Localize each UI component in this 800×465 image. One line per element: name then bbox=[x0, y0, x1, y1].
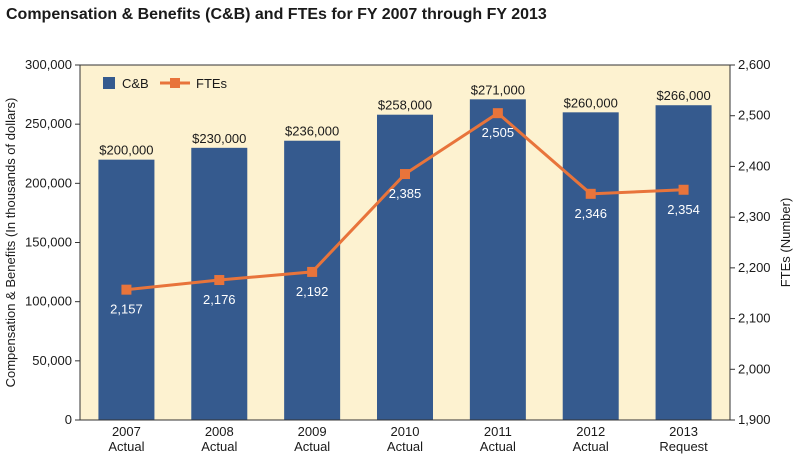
y2-tick-label: 2,300 bbox=[738, 209, 771, 224]
x-tick-label-year: 2007 bbox=[112, 424, 141, 439]
y2-axis-title: FTEs (Number) bbox=[778, 198, 793, 288]
x-tick-label-type: Request bbox=[659, 439, 708, 454]
bar-cb-2011 bbox=[469, 99, 526, 421]
bar-value-label: $230,000 bbox=[192, 131, 246, 146]
chart-title: Compensation & Benefits (C&B) and FTEs f… bbox=[6, 6, 547, 23]
y-tick-label: 100,000 bbox=[25, 294, 72, 309]
y2-tick-label: 1,900 bbox=[738, 412, 771, 427]
axes-group: 0 50,000 100,000 150,000 200,000 250,000 300,0… bbox=[3, 57, 793, 454]
fte-value-label: 2,157 bbox=[110, 302, 143, 317]
x-tick-label-type: Actual bbox=[480, 439, 516, 454]
bar-cb-2009 bbox=[284, 140, 341, 420]
fte-marker-2008 bbox=[214, 275, 225, 286]
y2-tick-label: 2,400 bbox=[738, 158, 771, 173]
y-tick-label: 200,000 bbox=[25, 175, 72, 190]
legend-cb-label: C&B bbox=[122, 76, 149, 91]
fte-marker-2013 bbox=[678, 184, 689, 195]
fte-value-label: 2,192 bbox=[296, 284, 329, 299]
y-axis-title: Compensation & Benefits (In thousands of… bbox=[3, 98, 18, 388]
y2-tick-label: 2,000 bbox=[738, 361, 771, 376]
bar-labels-group: $200,000 $230,000 $236,000 $258,000 $271,000… bbox=[99, 82, 710, 157]
fte-value-label: 2,505 bbox=[482, 125, 515, 140]
fte-marker-2011 bbox=[492, 108, 503, 119]
fte-marker-2007 bbox=[121, 284, 132, 295]
y-tick-label: 150,000 bbox=[25, 235, 72, 250]
y2-tick-label: 2,100 bbox=[738, 311, 771, 326]
x-tick-label-type: Actual bbox=[387, 439, 423, 454]
bar-value-label: $200,000 bbox=[99, 143, 153, 158]
x-tick-label-year: 2013 bbox=[669, 424, 698, 439]
y-tick-label: 0 bbox=[65, 412, 72, 427]
bar-value-label: $260,000 bbox=[564, 95, 618, 110]
y-tick-label: 300,000 bbox=[25, 57, 72, 72]
x-tick-label-year: 2010 bbox=[391, 424, 420, 439]
fte-value-label: 2,346 bbox=[574, 206, 607, 221]
x-tick-label-year: 2009 bbox=[298, 424, 327, 439]
fte-value-label: 2,354 bbox=[667, 202, 700, 217]
bar-value-label: $258,000 bbox=[378, 98, 432, 113]
x-tick-label-year: 2011 bbox=[484, 424, 512, 439]
bar-value-label: $236,000 bbox=[285, 124, 339, 139]
legend-fte-marker bbox=[170, 78, 180, 88]
x-tick-label-type: Actual bbox=[201, 439, 237, 454]
fte-value-label: 2,385 bbox=[389, 186, 422, 201]
x-tick-label-year: 2012 bbox=[576, 424, 605, 439]
fte-marker-2012 bbox=[585, 188, 596, 199]
y-tick-label: 50,000 bbox=[32, 353, 72, 368]
x-tick-label-type: Actual bbox=[108, 439, 144, 454]
fte-value-label: 2,176 bbox=[203, 292, 236, 307]
y-tick-label: 250,000 bbox=[25, 116, 72, 131]
fte-line-group: 2,157 2,176 2,192 2,385 2,505 2,346 2,354 bbox=[110, 108, 700, 317]
x-tick-label-type: Actual bbox=[294, 439, 330, 454]
fte-marker-2009 bbox=[307, 266, 318, 277]
y2-tick-label: 2,600 bbox=[738, 57, 771, 72]
bars-group bbox=[98, 99, 712, 421]
bar-value-label: $271,000 bbox=[471, 82, 525, 97]
bar-cb-2012 bbox=[562, 112, 619, 420]
y2-tick-label: 2,500 bbox=[738, 108, 771, 123]
fte-marker-2010 bbox=[400, 169, 410, 180]
bar-cb-2013 bbox=[655, 105, 712, 420]
x-tick-label-type: Actual bbox=[573, 439, 609, 454]
legend-fte-label: FTEs bbox=[196, 76, 228, 91]
x-tick-label-year: 2008 bbox=[205, 424, 234, 439]
legend-cb-swatch bbox=[103, 77, 115, 89]
bar-cb-2010 bbox=[377, 114, 433, 420]
legend: C&B FTEs bbox=[103, 76, 228, 91]
bar-value-label: $266,000 bbox=[656, 88, 710, 103]
y2-tick-label: 2,200 bbox=[738, 260, 771, 275]
